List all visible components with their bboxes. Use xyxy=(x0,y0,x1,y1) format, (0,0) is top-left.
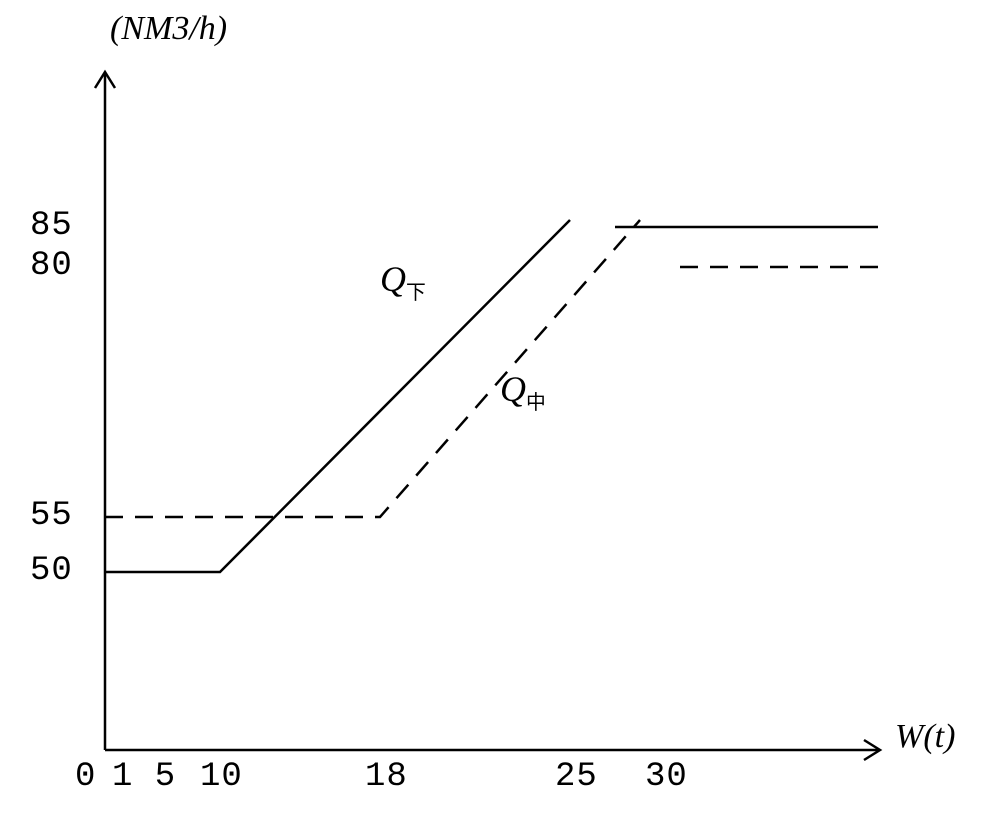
y-tick-50: 50 xyxy=(30,552,73,590)
y-axis-label: (NM3/h) xyxy=(110,10,227,48)
series-label-solid-sub: 下 xyxy=(406,282,426,304)
series-label-dashed-sub: 中 xyxy=(526,392,546,414)
series-label-dashed-q: Q xyxy=(500,369,526,409)
series-dashed-part1 xyxy=(105,220,640,517)
y-tick-55: 55 xyxy=(30,497,73,535)
origin-label: 0 xyxy=(75,758,96,796)
series-label-solid-q: Q xyxy=(380,259,406,299)
x-tick-1-5: 1 5 xyxy=(112,758,176,796)
x-tick-10: 10 xyxy=(200,758,243,796)
chart-container: (NM3/h) W(t) 0 85 80 55 50 1 5 10 18 25 … xyxy=(0,0,1000,817)
series-label-dashed: Q中 xyxy=(500,368,546,415)
y-tick-80: 80 xyxy=(30,247,73,285)
x-axis-label: W(t) xyxy=(895,718,955,756)
x-tick-25: 25 xyxy=(555,758,598,796)
series-label-solid: Q下 xyxy=(380,258,426,305)
x-tick-18: 18 xyxy=(365,758,408,796)
y-tick-85: 85 xyxy=(30,207,73,245)
x-tick-30: 30 xyxy=(645,758,688,796)
